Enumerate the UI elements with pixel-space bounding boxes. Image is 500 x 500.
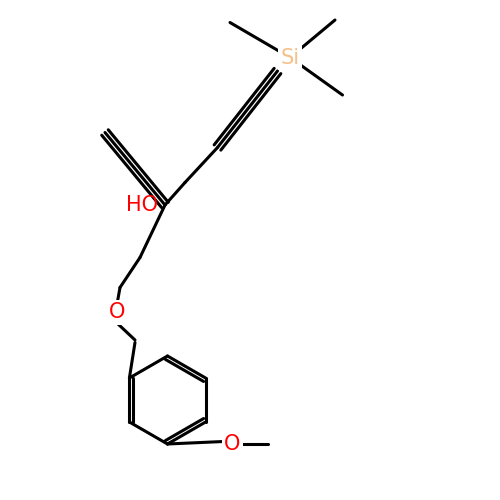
- Text: O: O: [224, 434, 240, 454]
- Text: O: O: [110, 302, 126, 322]
- Text: Si: Si: [280, 48, 299, 68]
- Text: HO: HO: [126, 195, 158, 215]
